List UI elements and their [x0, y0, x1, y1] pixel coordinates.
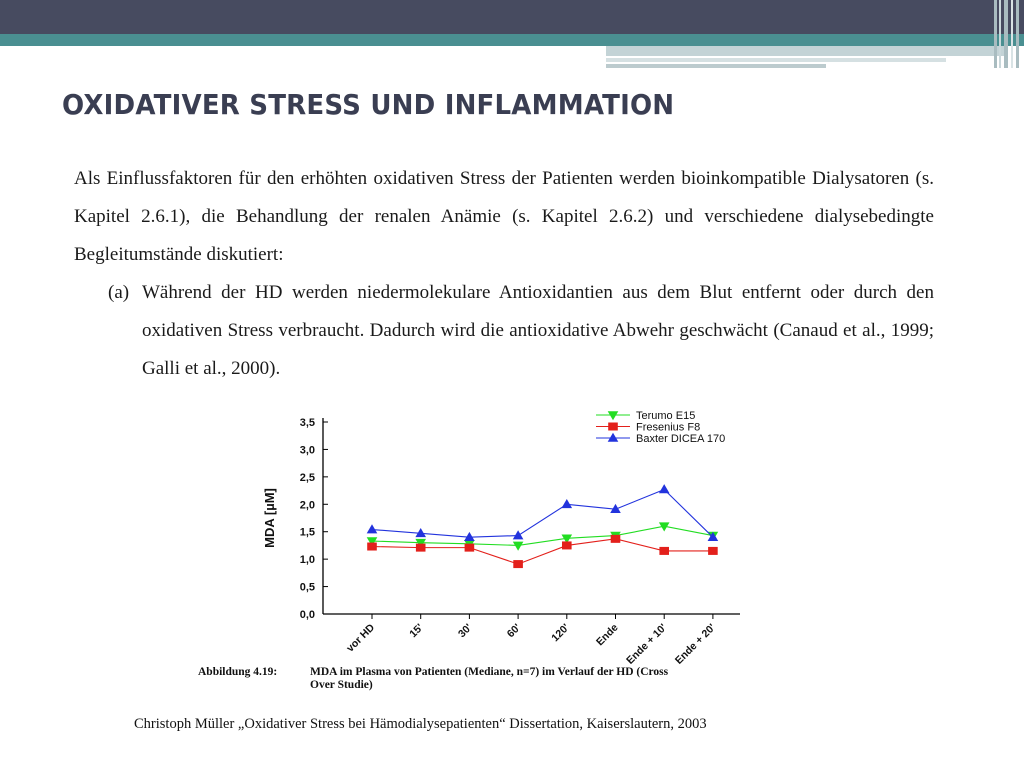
x-tick-label: Ende + 10' [624, 622, 669, 667]
data-point [366, 524, 378, 534]
data-point [513, 560, 523, 569]
caption-text: MDA im Plasma von Patienten (Mediane, n=… [310, 666, 669, 678]
header-vertical-bar [1016, 0, 1019, 68]
data-point [367, 542, 377, 551]
data-point [610, 503, 621, 514]
y-tick-label: 2,0 [300, 499, 315, 511]
legend-marker [607, 432, 619, 442]
legend-marker [608, 422, 618, 431]
caption-label: Abbildung 4.19: [198, 666, 278, 678]
data-point [415, 528, 426, 538]
data-point [561, 534, 573, 544]
series-line [371, 538, 713, 565]
data-point [415, 538, 426, 548]
legend-label: Terumo E15 [636, 410, 695, 422]
header-vertical-bar [994, 0, 997, 68]
figure-caption: Abbildung 4.19: MDA im Plasma von Patient… [198, 666, 828, 692]
x-tick-label: vor HD [344, 621, 377, 654]
legend-marker [607, 411, 619, 421]
series-line [371, 488, 714, 538]
list-item-marker: (a) [108, 282, 130, 303]
data-point [512, 541, 524, 551]
data-point [707, 531, 719, 541]
data-point [610, 534, 621, 543]
header-vertical-bar [1004, 0, 1008, 68]
data-point [561, 498, 573, 509]
x-tick-label: Ende [594, 622, 621, 649]
header-strip [606, 64, 826, 68]
legend-label: Fresenius F8 [636, 422, 700, 434]
data-point [708, 546, 718, 555]
data-point [464, 531, 475, 541]
data-point [659, 546, 669, 555]
y-tick-label: 0,0 [300, 609, 315, 621]
list-item-text: Während der HD werden niedermolekulare A… [142, 282, 934, 379]
y-tick-label: 3,0 [300, 444, 315, 456]
x-tick-label: 15' [407, 622, 426, 641]
data-point [658, 484, 670, 494]
header-strip [606, 46, 1006, 56]
header-band-dark [0, 0, 1024, 34]
data-point [658, 522, 670, 532]
x-tick-label: 30' [456, 622, 475, 641]
source-citation: Christoph Müller „Oxidativer Stress bei … [134, 716, 707, 732]
y-axis-label: MDA [µM] [262, 488, 277, 548]
y-tick-label: 3,5 [300, 417, 315, 429]
caption-text-continued: Over Studie) [310, 679, 373, 691]
header-strip [606, 58, 946, 62]
data-point [464, 543, 475, 552]
data-point [415, 543, 426, 552]
y-tick-label: 1,5 [300, 527, 315, 539]
intro-paragraph: Als Einflussfaktoren für den erhöhten ox… [74, 168, 934, 265]
y-tick-label: 0,5 [300, 582, 315, 594]
list-item: (a) Während der HD werden niedermolekula… [74, 274, 934, 388]
slide-title: OXIDATIVER STRESS UND INFLAMMATION [62, 88, 675, 121]
x-tick-label: 60' [505, 622, 524, 641]
legend-label: Baxter DICEA 170 [636, 433, 725, 445]
data-point [366, 537, 378, 547]
y-tick-label: 2,5 [300, 472, 315, 484]
data-point [562, 541, 572, 550]
header-band-teal [0, 34, 1024, 46]
x-tick-label: Ende + 20' [673, 622, 718, 667]
y-tick-label: 1,0 [300, 554, 315, 566]
header-vertical-bar [999, 0, 1001, 68]
x-tick-label: 120' [549, 622, 572, 645]
data-point [512, 530, 524, 540]
series-line [371, 525, 714, 546]
header-vertical-bar [1011, 0, 1013, 68]
body-text: Als Einflussfaktoren für den erhöhten ox… [74, 160, 934, 388]
